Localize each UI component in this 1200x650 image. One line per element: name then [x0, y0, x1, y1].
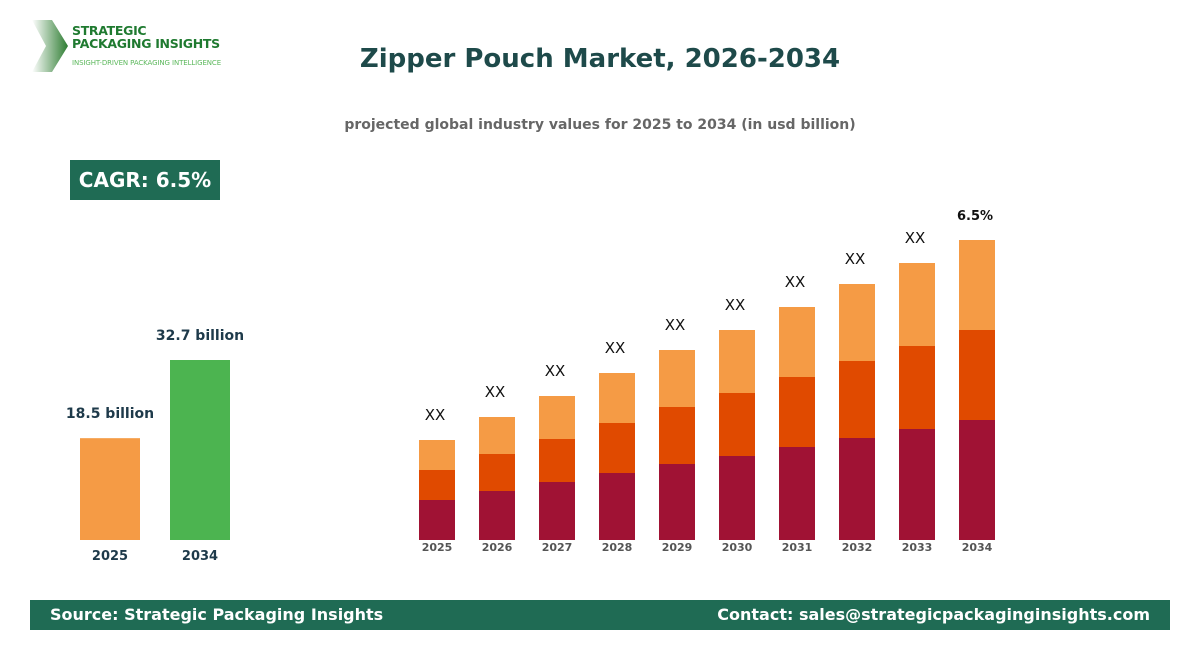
bar-segment-2030-0	[719, 456, 755, 540]
logo-tagline: INSIGHT-DRIVEN PACKAGING INTELLIGENCE	[72, 59, 222, 67]
x-tick-label: 2026	[482, 541, 513, 554]
bar-segment-2033-2	[899, 263, 935, 346]
chart-subtitle: projected global industry values for 202…	[344, 117, 856, 133]
bar-segment-2029-0	[659, 464, 695, 540]
bar-segment-2032-1	[839, 361, 875, 438]
data-label: XX	[905, 229, 926, 247]
bar-segment-2034-1	[959, 330, 995, 420]
logo-line1: STRATEGIC	[72, 23, 147, 38]
data-label: 18.5 billion	[66, 406, 154, 422]
x-tick-label: 2034	[962, 541, 993, 554]
bar-segment-2027-2	[539, 396, 575, 439]
bar-segment-2026-1	[479, 454, 515, 491]
x-tick-label: 2030	[722, 541, 753, 554]
data-label: XX	[785, 273, 806, 291]
chart-title: Zipper Pouch Market, 2026-2034	[359, 44, 841, 74]
data-label: XX	[545, 362, 566, 380]
data-label: XX	[665, 316, 686, 334]
bar-segment-2029-1	[659, 407, 695, 464]
bar-segment-2025-2	[419, 440, 455, 470]
x-tick-label: 2029	[662, 541, 693, 554]
logo-line2: PACKAGING INSIGHTS	[72, 36, 220, 51]
bar-segment-2030-2	[719, 330, 755, 393]
bar-segment-2025-0	[419, 500, 455, 540]
bar-2025	[80, 438, 140, 540]
data-label: 6.5%	[957, 209, 993, 224]
bar-segment-2026-2	[479, 417, 515, 454]
bar-segment-2032-0	[839, 438, 875, 540]
logo-chevron-icon	[32, 20, 68, 72]
bar-segment-2033-0	[899, 429, 935, 540]
data-label: XX	[725, 296, 746, 314]
bar-segment-2025-1	[419, 470, 455, 500]
x-tick-label: 2025	[92, 549, 128, 564]
data-label: XX	[845, 250, 866, 268]
footer-source: Source: Strategic Packaging Insights	[50, 605, 384, 624]
x-tick-label: 2033	[902, 541, 933, 554]
bar-segment-2027-0	[539, 482, 575, 540]
bar-segment-2026-0	[479, 491, 515, 540]
bar-segment-2034-0	[959, 420, 995, 540]
bar-segment-2031-2	[779, 307, 815, 377]
bar-segment-2033-1	[899, 346, 935, 429]
bar-segment-2029-2	[659, 350, 695, 407]
data-label: XX	[605, 339, 626, 357]
bar-segment-2031-1	[779, 377, 815, 447]
bar-segment-2032-2	[839, 284, 875, 361]
bar-segment-2030-1	[719, 393, 755, 456]
bar-segment-2034-2	[959, 240, 995, 330]
x-tick-label: 2027	[542, 541, 573, 554]
bar-segment-2028-0	[599, 473, 635, 540]
x-tick-label: 2025	[422, 541, 453, 554]
cagr-badge: CAGR: 6.5%	[70, 160, 220, 200]
bar-segment-2028-2	[599, 373, 635, 423]
x-tick-label: 2032	[842, 541, 873, 554]
x-tick-label: 2028	[602, 541, 633, 554]
data-label: XX	[425, 406, 446, 424]
bar-2034	[170, 360, 230, 540]
charts: 18.5 billion 2025 32.7 billion 2034 XX 2025 XX…	[66, 209, 995, 564]
bar-segment-2028-1	[599, 423, 635, 473]
x-tick-label: 2031	[782, 541, 813, 554]
data-label: XX	[485, 383, 506, 401]
footer-contact: Contact: sales@strategicpackaginginsight…	[717, 605, 1150, 624]
data-label: 32.7 billion	[156, 328, 244, 344]
logo: STRATEGIC PACKAGING INSIGHTS INSIGHT-DRIV…	[30, 18, 230, 74]
footer: Source: Strategic Packaging Insights Con…	[30, 600, 1170, 630]
bar-segment-2031-0	[779, 447, 815, 540]
bar-segment-2027-1	[539, 439, 575, 482]
x-tick-label: 2034	[182, 549, 218, 564]
